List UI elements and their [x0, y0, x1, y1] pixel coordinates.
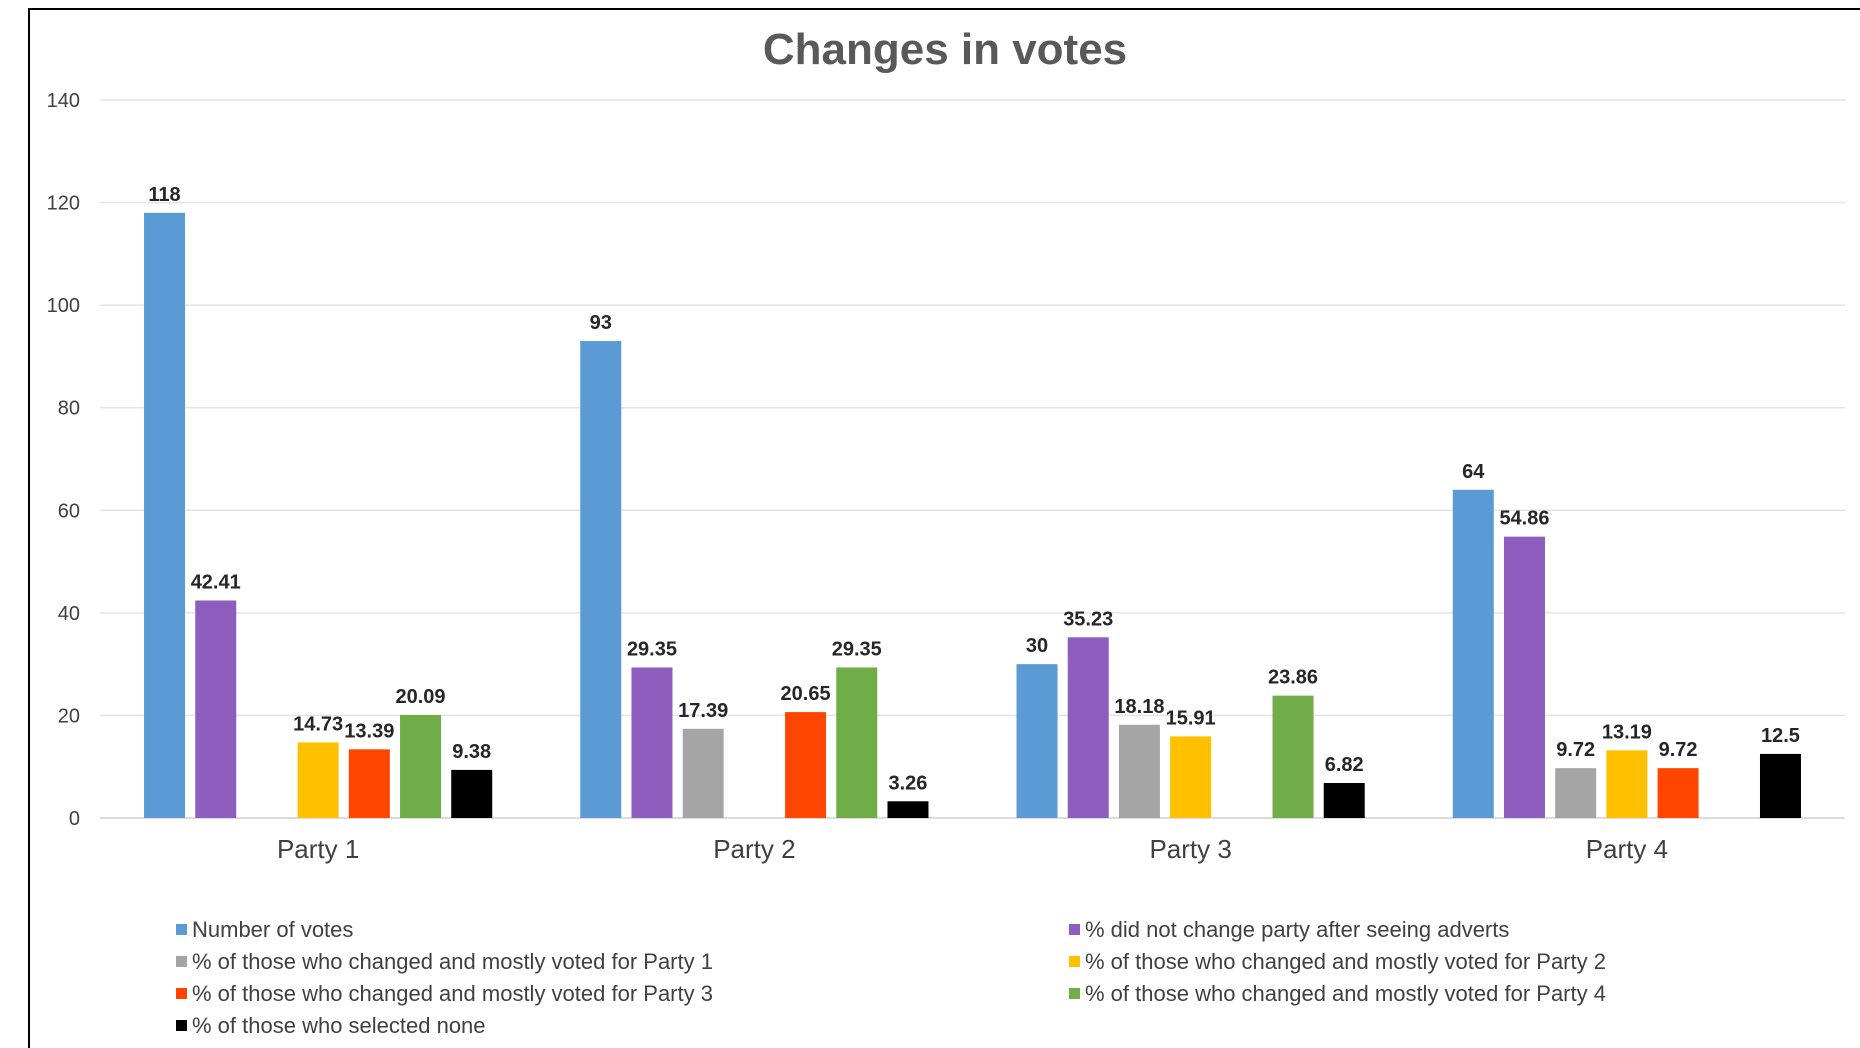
bar [887, 801, 929, 818]
data-label: 9.72 [1659, 739, 1698, 761]
bar [785, 712, 827, 818]
bar [195, 600, 237, 818]
legend-swatch [176, 988, 187, 999]
y-tick-label: 60 [58, 500, 80, 522]
data-label: 3.26 [889, 772, 928, 794]
y-tick-label: 120 [47, 193, 80, 215]
data-label: 14.73 [293, 713, 343, 735]
data-label: 42.41 [191, 571, 241, 593]
legend-swatch [1069, 956, 1080, 967]
legend-label: % of those who changed and mostly voted … [192, 981, 713, 1006]
data-label: 20.09 [395, 686, 445, 708]
legend-swatch [176, 956, 187, 967]
y-tick-label: 20 [58, 705, 80, 727]
data-label: 18.18 [1114, 696, 1164, 718]
data-label: 54.86 [1499, 508, 1549, 530]
data-label: 15.91 [1166, 707, 1216, 729]
x-tick-label: Party 2 [713, 834, 795, 864]
bars [144, 212, 1801, 819]
chart-frame [28, 8, 1860, 1048]
data-label: 29.35 [627, 638, 677, 660]
x-tick-label: Party 4 [1586, 834, 1668, 864]
bar [1657, 768, 1699, 818]
bar [1118, 724, 1160, 818]
data-label: 17.39 [678, 700, 728, 722]
data-label: 13.39 [344, 720, 394, 742]
data-label: 93 [590, 312, 612, 334]
data-label: 6.82 [1325, 754, 1364, 776]
bar [400, 714, 442, 818]
data-label: 64 [1462, 461, 1485, 483]
legend-swatch [176, 1020, 187, 1031]
gridlines [100, 99, 1845, 819]
legend-swatch [176, 924, 187, 935]
legend-label: % of those who selected none [192, 1013, 486, 1038]
legend-label: % of those who changed and mostly voted … [192, 949, 713, 974]
bar [1555, 768, 1597, 818]
bar [1323, 783, 1365, 818]
bar [1759, 753, 1801, 818]
data-label: 118 [148, 184, 180, 206]
data-label: 20.65 [781, 683, 831, 705]
data-label: 13.19 [1602, 721, 1652, 743]
bar [836, 667, 878, 818]
x-axis-ticks: Party 1 Party 2 Party 3 Party 4 [277, 834, 1668, 864]
bar [1452, 489, 1494, 818]
legend-swatch [1069, 924, 1080, 935]
data-label: 23.86 [1268, 667, 1318, 689]
x-tick-label: Party 3 [1149, 834, 1231, 864]
y-tick-label: 80 [58, 398, 80, 420]
bar [1272, 695, 1314, 818]
y-tick-label: 140 [47, 90, 80, 112]
bar [580, 341, 622, 818]
y-tick-label: 100 [47, 295, 80, 317]
y-tick-label: 40 [58, 603, 80, 625]
data-label: 9.72 [1556, 739, 1595, 761]
bar [631, 667, 673, 818]
legend-label: % of those who changed and mostly voted … [1085, 949, 1606, 974]
y-axis-ticks: 0 20 40 60 80 100 120 140 [47, 90, 80, 830]
bar [297, 742, 339, 818]
legend-label: % of those who changed and mostly voted … [1085, 981, 1606, 1006]
legend: Number of votes % did not change party af… [176, 917, 1606, 1038]
legend-label: % did not change party after seeing adve… [1085, 917, 1509, 942]
bar [1067, 637, 1109, 818]
bar [348, 749, 390, 818]
bar [1503, 536, 1545, 818]
bar [1606, 750, 1648, 818]
data-label: 9.38 [452, 741, 491, 763]
legend-swatch [1069, 988, 1080, 999]
bar [144, 212, 186, 819]
data-label: 29.35 [832, 638, 882, 660]
bar [1170, 736, 1212, 818]
data-label: 30 [1026, 635, 1048, 657]
x-tick-label: Party 1 [277, 834, 359, 864]
bar [682, 728, 724, 818]
bar [451, 769, 493, 818]
legend-label: Number of votes [192, 917, 353, 942]
data-label: 12.5 [1761, 725, 1800, 747]
y-tick-label: 0 [69, 808, 80, 830]
chart-title: Changes in votes [763, 25, 1127, 74]
data-label: 35.23 [1063, 608, 1113, 630]
bar [1016, 664, 1058, 818]
